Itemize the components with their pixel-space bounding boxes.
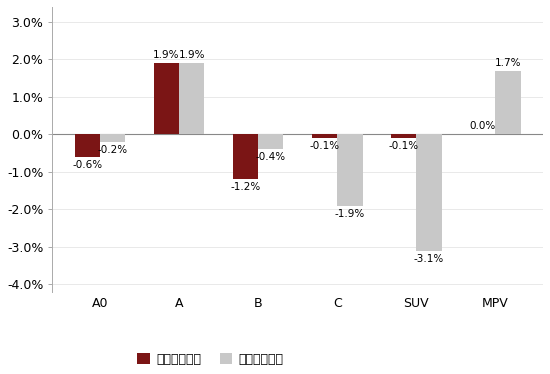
Bar [337, 134, 362, 206]
Bar [179, 63, 205, 134]
Text: -0.1%: -0.1% [310, 141, 340, 151]
Text: -3.1%: -3.1% [414, 254, 444, 264]
Bar [496, 71, 521, 134]
Text: 1.9%: 1.9% [178, 50, 205, 60]
Text: 0.0%: 0.0% [470, 121, 496, 131]
Bar [391, 134, 416, 138]
Bar [258, 134, 283, 149]
Bar [154, 63, 179, 134]
Text: -0.2%: -0.2% [97, 145, 128, 155]
Bar [75, 134, 100, 157]
Text: 1.7%: 1.7% [495, 58, 521, 68]
Text: -0.4%: -0.4% [256, 152, 286, 162]
Text: -0.6%: -0.6% [72, 160, 102, 170]
Text: -0.1%: -0.1% [389, 141, 419, 151]
Bar [416, 134, 442, 251]
Text: 1.9%: 1.9% [153, 50, 180, 60]
Bar [312, 134, 337, 138]
Text: -1.2%: -1.2% [230, 182, 261, 192]
Text: -1.9%: -1.9% [335, 209, 365, 218]
Bar [100, 134, 125, 142]
Bar [233, 134, 258, 179]
Legend: 销量份额环比, 加权均价环比: 销量份额环比, 加权均价环比 [132, 348, 288, 371]
